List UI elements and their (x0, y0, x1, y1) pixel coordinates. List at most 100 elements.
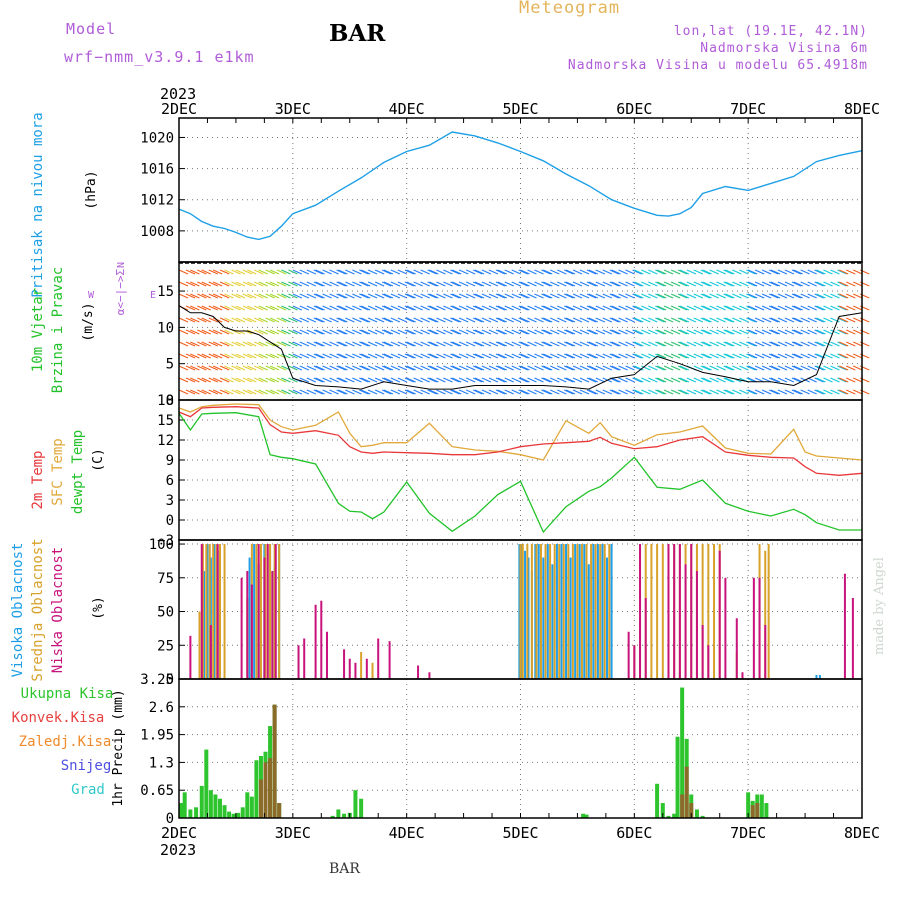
cloud-bar-2 (701, 625, 704, 679)
wind-barb (702, 305, 712, 311)
wind-barb (595, 293, 606, 299)
wind-barb (247, 341, 257, 347)
wind-barb (190, 293, 200, 299)
wind-barb (770, 305, 781, 311)
wind-barb (845, 377, 856, 383)
y-tick-label: 25 (157, 638, 174, 654)
wind-barb (816, 269, 826, 275)
cloud-bar-2 (673, 544, 676, 679)
cloud-bar-1 (255, 544, 258, 679)
wind-barb (406, 377, 416, 383)
wind-barb (648, 365, 658, 371)
wind-barb (702, 389, 712, 395)
wind-barb (224, 281, 234, 287)
wind-barb (242, 365, 253, 371)
wind-barb (784, 329, 795, 335)
cloud-bar-0 (560, 544, 563, 679)
elevation-label: Nadmorska Visina 6m (700, 41, 868, 56)
wind-barb (837, 341, 847, 347)
cloud-bar-1 (519, 544, 522, 679)
wind-barb (481, 317, 492, 323)
wind-barb (656, 389, 667, 395)
wind-barb (634, 293, 644, 299)
wind-barb (299, 365, 310, 371)
x-tick-label-bottom: 2DEC (161, 824, 197, 842)
wind-barb (739, 269, 749, 275)
wind-barb (527, 329, 537, 335)
wind-barb (716, 389, 726, 395)
wind-barb (495, 329, 506, 335)
wind-barb (586, 293, 597, 299)
precip-bar-0 (245, 792, 250, 818)
wind-barb (579, 281, 590, 287)
wind-barb (197, 341, 207, 347)
wind-barb (564, 353, 574, 359)
wind-barb (443, 293, 453, 299)
wind-barb (557, 353, 567, 359)
lonlat-label: lon,lat (19.1E, 42.1N) (673, 24, 868, 39)
wind-barb (625, 389, 635, 395)
wind-barb (586, 353, 597, 359)
wind-barb (793, 305, 803, 311)
wind-barb (458, 305, 469, 311)
wind-barb (397, 353, 408, 359)
wind-barb (609, 293, 620, 299)
precip-legend-0: Ukupna Kisa (21, 686, 114, 702)
wind-barb (224, 305, 234, 311)
cloud-bar-0 (601, 544, 604, 679)
wind-barb (793, 317, 803, 323)
cloud-bar-0 (542, 557, 545, 679)
wind-barb (224, 377, 234, 383)
wind-barb (450, 317, 460, 323)
wind-barb (495, 269, 506, 275)
wind-barb (852, 377, 863, 383)
y-tick-label: 0 (166, 513, 174, 529)
wind-barb (725, 293, 735, 299)
wind-barb (420, 305, 430, 311)
wind-barb (258, 377, 268, 383)
x-year-bottom: 2023 (160, 841, 196, 859)
wind-barb (329, 281, 339, 287)
wind-barb (588, 305, 599, 311)
cloud-bar-0 (578, 544, 581, 679)
wind-barb (693, 389, 704, 395)
wind-barb (219, 293, 230, 299)
wind-barb (648, 317, 658, 323)
wind-barb (747, 389, 758, 395)
wind-barb (458, 341, 469, 347)
wind-barb (791, 317, 802, 323)
precip-bar-0 (672, 813, 677, 818)
wind-barb (725, 269, 735, 275)
wind-barb (383, 329, 394, 335)
wind-barb (381, 281, 392, 287)
wind-barb (458, 377, 469, 383)
wind-barb (723, 329, 733, 335)
wind-barb (543, 353, 553, 359)
wind-barb (852, 293, 863, 299)
wind-barb (345, 365, 355, 371)
wind-barb (670, 365, 681, 371)
wind-barb (754, 329, 765, 335)
precip-bar-0 (217, 798, 222, 818)
wind-barb (242, 305, 253, 311)
wind-barb (725, 329, 735, 335)
grid-layer (292, 118, 749, 818)
precip-bar-0 (204, 749, 209, 818)
cloud-bar-1 (530, 544, 533, 679)
precip-bar-0 (746, 792, 751, 818)
wind-barb (716, 329, 726, 335)
wind-barb (625, 293, 635, 299)
wind-barb (313, 377, 324, 383)
cloud-bar-0 (606, 557, 609, 679)
wind-barb (242, 377, 253, 383)
cloud-bar-1 (599, 544, 602, 679)
wind-barb (543, 329, 553, 335)
wind-barb (420, 269, 430, 275)
cloud-bar-2 (388, 641, 391, 679)
wind-barb (550, 341, 560, 347)
wind-barb (852, 389, 863, 395)
precip-bar-1 (750, 805, 755, 818)
temp-axis-unit: (C) (91, 448, 106, 471)
wind-barb (306, 365, 317, 371)
wind-barb (345, 353, 355, 359)
